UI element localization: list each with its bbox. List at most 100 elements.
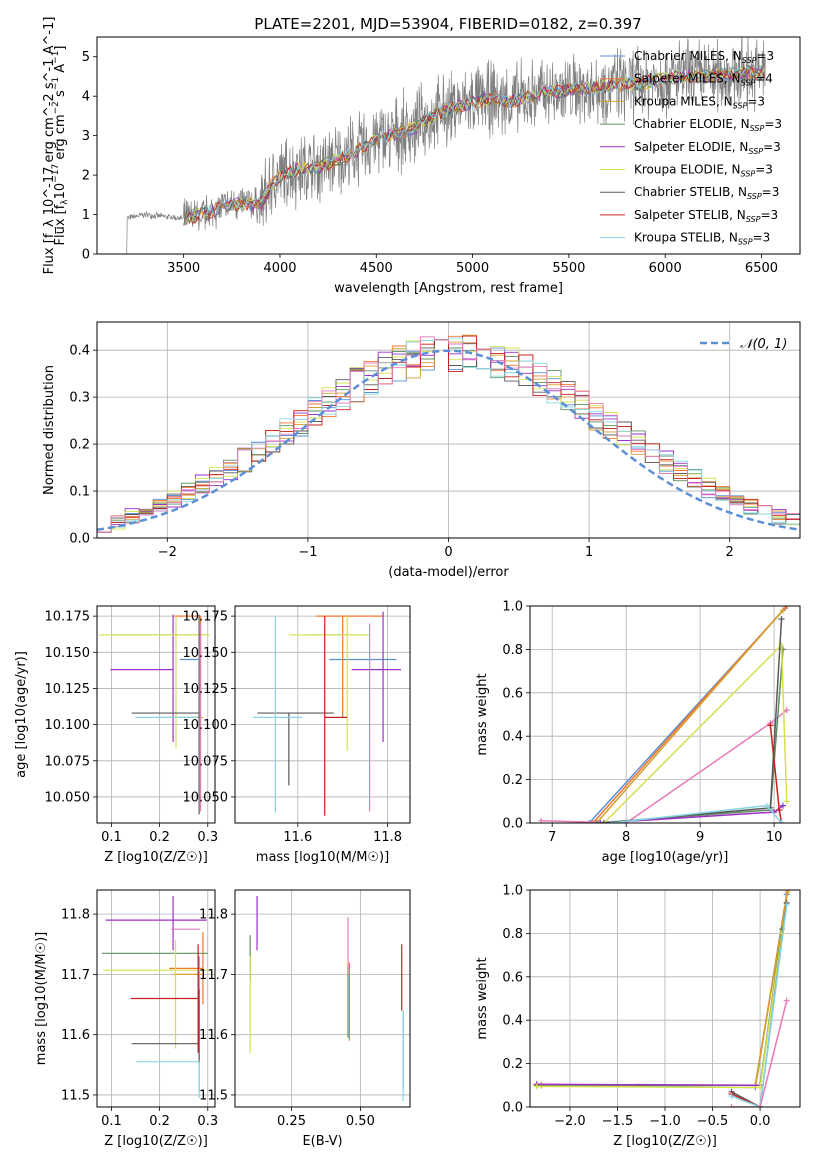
y-tick-label: 1.0 bbox=[502, 600, 523, 615]
x-tick-label: 0.0 bbox=[750, 1114, 771, 1129]
errorbar-point bbox=[169, 932, 204, 1005]
legend: 𝒩(0, 1) bbox=[700, 337, 787, 352]
y-tick-label: 11.7 bbox=[61, 968, 90, 983]
weight-line-salpeter_elodie bbox=[536, 1083, 761, 1087]
legend-subscript: SSP bbox=[738, 238, 753, 247]
y-tick-label: 4 bbox=[82, 90, 90, 105]
weight-marker bbox=[778, 820, 785, 823]
legend-label: Chabrier MILES, NSSP=3 bbox=[634, 49, 774, 65]
weight-marker bbox=[533, 1083, 540, 1090]
weight-line-pink bbox=[541, 709, 788, 823]
errorbar-point bbox=[136, 1061, 200, 1098]
y-axis-label: Flux [fλ10−17 erg cm−2 s−1 A−1] bbox=[51, 46, 70, 246]
weight-marker bbox=[597, 820, 604, 823]
x-tick-label: −1.5 bbox=[602, 1114, 634, 1129]
histogram-pink bbox=[97, 336, 800, 533]
errorbar-point bbox=[351, 611, 402, 742]
y-tick-label: 10.050 bbox=[45, 790, 91, 805]
weight-marker bbox=[783, 997, 790, 1004]
errorbar-point bbox=[257, 712, 334, 786]
x-tick-label: 5000 bbox=[456, 261, 489, 276]
weight-marker bbox=[778, 616, 785, 623]
axes-frame bbox=[529, 889, 801, 1108]
errorbar-point bbox=[131, 614, 200, 815]
legend-label: Salpeter STELIB, NSSP=3 bbox=[634, 208, 778, 224]
weight-line-kroupa_miles bbox=[596, 609, 784, 823]
x-tick-label: 1 bbox=[585, 545, 593, 560]
weight-marker bbox=[728, 1104, 735, 1107]
weight-marker bbox=[783, 902, 790, 909]
weight-line-kroupa_stelib bbox=[731, 905, 788, 1107]
x-tick-label: 7 bbox=[548, 830, 556, 845]
y-axis-label: mass weight bbox=[475, 673, 490, 755]
y-axis-label: age [log10(age/yr)] bbox=[14, 651, 29, 778]
normal-curve bbox=[97, 349, 800, 532]
panel-mass_vs_ebv: 0.25 0.50 11.5 11.6 11.7 11.8 E(B-V) bbox=[199, 889, 411, 1149]
weight-marker bbox=[783, 707, 790, 714]
legend-label: Kroupa STELIB, NSSP=3 bbox=[634, 231, 770, 247]
x-axis-label: (data-model)/error bbox=[388, 565, 509, 580]
weight-marker bbox=[783, 798, 790, 805]
plot-area bbox=[98, 614, 210, 815]
legend-label: Salpeter MILES, NSSP=4 bbox=[634, 72, 773, 88]
legend-label: Chabrier STELIB, NSSP=3 bbox=[634, 185, 779, 201]
model-line-kroupa_stelib bbox=[183, 66, 765, 226]
x-tick-label: 0.25 bbox=[277, 1114, 306, 1129]
weight-marker bbox=[763, 802, 770, 809]
axes-frame bbox=[234, 605, 411, 824]
errorbar-point bbox=[252, 616, 303, 813]
legend-tail: =4 bbox=[755, 72, 773, 86]
histogram-salpeter_stelib bbox=[97, 335, 800, 533]
y-tick-label: 10.150 bbox=[183, 646, 229, 661]
y-tick-label: 5 bbox=[82, 50, 90, 65]
x-tick-label: 11.8 bbox=[373, 830, 402, 845]
plot-area bbox=[101, 896, 210, 1098]
x-tick-label: 4000 bbox=[263, 261, 296, 276]
y-tick-label: 10.075 bbox=[183, 754, 229, 769]
legend-tail: =3 bbox=[756, 49, 774, 63]
y-tick-label: 10.075 bbox=[45, 754, 91, 769]
y-tick-label: 0.8 bbox=[502, 643, 523, 658]
weight-line-kroupa_elodie bbox=[603, 643, 788, 823]
y-axis-label-part: −1 bbox=[51, 77, 61, 90]
y-tick-label: 11.8 bbox=[199, 908, 228, 923]
weight-marker bbox=[608, 820, 615, 823]
legend-tail: =3 bbox=[762, 185, 780, 199]
weight-marker bbox=[593, 820, 600, 823]
legend-tail: =3 bbox=[760, 208, 778, 222]
y-tick-label: 0.0 bbox=[502, 817, 523, 832]
plot-area bbox=[249, 896, 404, 1101]
errorbar-point bbox=[110, 614, 174, 742]
weight-line-pink bbox=[731, 1000, 788, 1107]
x-axis-label: Z [log10(Z/Z☉)] bbox=[104, 850, 208, 865]
errorbar-point bbox=[130, 944, 199, 1053]
y-tick-label: 11.7 bbox=[199, 968, 228, 983]
y-tick-label: 10.050 bbox=[183, 790, 229, 805]
plot-area bbox=[125, 37, 766, 254]
plot-area bbox=[533, 890, 791, 1107]
y-tick-label: 11.5 bbox=[61, 1088, 90, 1103]
y-tick-label: 11.8 bbox=[61, 908, 90, 923]
y-axis-label-part: Flux [f bbox=[53, 204, 68, 245]
x-axis-label: wavelength [Angstrom, rest frame] bbox=[334, 281, 563, 296]
y-tick-label: 0.6 bbox=[502, 970, 523, 985]
y-axis-label-part: 10 bbox=[53, 183, 68, 200]
legend-tail: =3 bbox=[764, 117, 782, 131]
panel-residuals: −2 −1 0 1 2 0.0 0.1 0.2 0.3 0.4 (data-model)/error… bbox=[42, 321, 801, 580]
weight-line-chabrier_elodie bbox=[536, 928, 783, 1087]
x-tick-label: 6500 bbox=[745, 261, 778, 276]
legend-tail: =3 bbox=[753, 231, 771, 245]
y-tick-label: 0.3 bbox=[69, 391, 90, 406]
x-tick-label: 6000 bbox=[649, 261, 682, 276]
x-tick-label: −1 bbox=[298, 545, 317, 560]
plot-area bbox=[97, 334, 800, 533]
y-axis-label-part: −17 bbox=[51, 164, 61, 183]
legend-tail: =3 bbox=[747, 94, 765, 108]
weight-marker bbox=[776, 806, 783, 813]
panel-spectrum: 3500 4000 4500 5000 5500 6000 6500 0 1 2 3 4 5 wavele… bbox=[42, 17, 801, 296]
errorbar-point bbox=[131, 989, 200, 1092]
y-tick-label: 10.125 bbox=[183, 682, 229, 697]
panel-massweight_vs_Z: −2.0 −1.5 −1.0 −0.5 0.0 0.0 0.2 0.4 0.6 0.8 1.0 Z [… bbox=[475, 884, 801, 1149]
x-tick-label: −2.0 bbox=[554, 1114, 586, 1129]
x-axis-label: Z [log10(Z/Z☉)] bbox=[104, 1134, 208, 1149]
